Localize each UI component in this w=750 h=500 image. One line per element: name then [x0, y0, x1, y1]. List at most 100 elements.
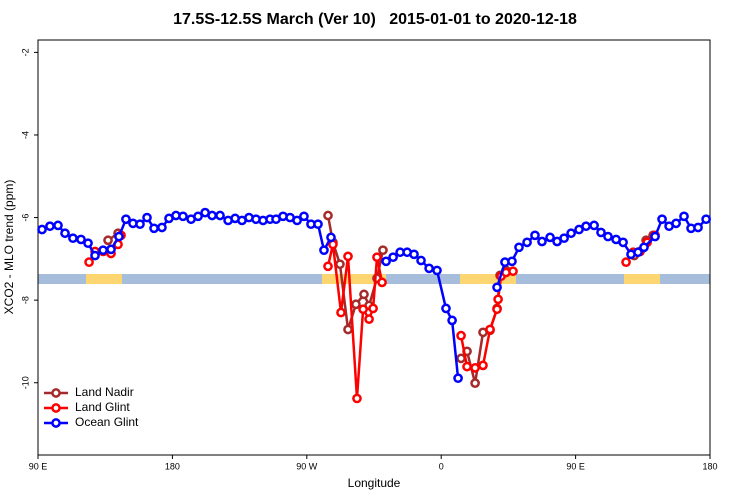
data-point — [537, 236, 547, 247]
x-tick-label: 90 W — [296, 461, 318, 471]
data-point — [323, 210, 333, 221]
legend-label: Ocean Glint — [75, 415, 139, 429]
data-point — [377, 277, 387, 288]
data-point — [596, 227, 606, 238]
y-axis-label: XCO2 - MLO trend (ppm) — [2, 180, 16, 315]
chart-title: 17.5S-12.5S March (Ver 10) 2015-01-01 to… — [173, 11, 577, 28]
data-point — [149, 223, 159, 234]
x-tick-label: 180 — [165, 461, 180, 471]
data-point — [323, 261, 333, 272]
legend-marker — [51, 403, 61, 413]
data-point — [103, 235, 113, 246]
y-tick-label: -6 — [20, 214, 30, 222]
land-band — [86, 274, 122, 284]
data-point — [319, 245, 329, 256]
data-point — [90, 250, 100, 261]
data-point — [313, 219, 323, 230]
data-point — [671, 218, 681, 229]
data-point — [508, 266, 518, 277]
data-point — [621, 257, 631, 268]
data-point — [679, 211, 689, 222]
data-point — [207, 210, 217, 221]
data-point — [83, 238, 93, 249]
land-band — [460, 274, 516, 284]
data-point — [470, 378, 480, 388]
data-point — [409, 249, 419, 260]
data-point — [701, 214, 711, 225]
data-point — [618, 237, 628, 248]
data-point — [603, 231, 613, 242]
data-point — [114, 231, 124, 242]
data-point — [492, 282, 502, 293]
legend-label: Land Glint — [75, 400, 130, 414]
data-point — [432, 265, 442, 276]
data-point — [507, 256, 517, 267]
data-point — [492, 304, 502, 315]
data-point — [193, 211, 203, 222]
data-point — [545, 232, 555, 243]
data-point — [447, 315, 457, 326]
data-point — [358, 304, 368, 315]
data-point — [343, 251, 353, 262]
data-point — [68, 233, 78, 244]
data-point — [135, 219, 145, 230]
data-point — [566, 228, 576, 239]
data-point — [639, 242, 649, 253]
data-point — [60, 228, 70, 239]
x-axis-label: Longitude — [348, 476, 401, 490]
data-point — [84, 257, 94, 268]
data-point — [359, 289, 369, 300]
data-point — [522, 237, 532, 248]
y-tick-label: -2 — [20, 48, 30, 56]
data-point — [336, 307, 346, 318]
data-point — [633, 247, 643, 258]
data-point — [326, 232, 336, 243]
legend-marker — [51, 388, 61, 398]
data-point — [299, 211, 309, 222]
data-point — [178, 211, 188, 222]
y-tick-label: -8 — [20, 296, 30, 304]
data-point — [352, 393, 362, 404]
data-point — [478, 360, 488, 371]
data-point — [381, 256, 391, 267]
data-point — [581, 221, 591, 232]
data-point — [441, 303, 451, 314]
data-point — [37, 224, 47, 235]
data-point — [351, 299, 361, 310]
land-band — [322, 274, 386, 284]
data-point — [53, 220, 63, 231]
data-point — [335, 259, 345, 270]
data-point — [372, 252, 382, 263]
data-point — [456, 353, 466, 364]
data-point — [368, 303, 378, 314]
data-point — [98, 245, 108, 256]
plot-frame — [37, 39, 711, 456]
land-band — [624, 274, 660, 284]
data-point — [453, 373, 463, 384]
x-tick-label: 90 E — [29, 461, 48, 471]
data-point — [121, 214, 131, 225]
data-point — [364, 314, 374, 324]
y-tick-label: -4 — [20, 131, 30, 139]
data-point — [456, 330, 466, 341]
x-tick-label: 180 — [702, 461, 717, 471]
data-point — [378, 245, 388, 256]
data-point — [493, 294, 503, 305]
y-tick-label: -10 — [20, 376, 30, 389]
data-point — [693, 222, 703, 233]
data-point — [388, 252, 398, 263]
data-point — [157, 222, 167, 233]
data-point — [514, 242, 524, 253]
data-point — [462, 361, 472, 372]
data-point — [485, 324, 495, 335]
data-point — [416, 255, 426, 266]
data-point — [292, 215, 302, 226]
data-point — [589, 220, 599, 231]
x-tick-label: 0 — [439, 461, 444, 471]
data-point — [343, 324, 353, 335]
data-point — [215, 210, 225, 221]
data-point — [530, 230, 540, 241]
